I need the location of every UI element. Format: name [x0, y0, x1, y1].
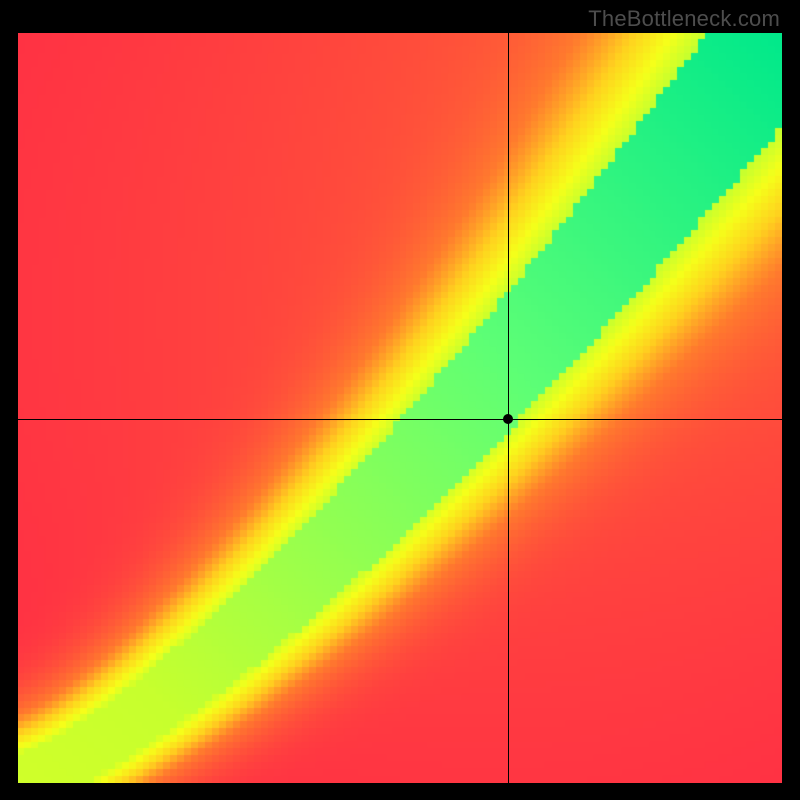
- crosshair-vertical: [508, 33, 509, 783]
- crosshair-horizontal: [18, 419, 782, 420]
- heatmap-plot: [18, 33, 782, 783]
- chart-container: TheBottleneck.com: [0, 0, 800, 800]
- watermark-text: TheBottleneck.com: [588, 6, 780, 32]
